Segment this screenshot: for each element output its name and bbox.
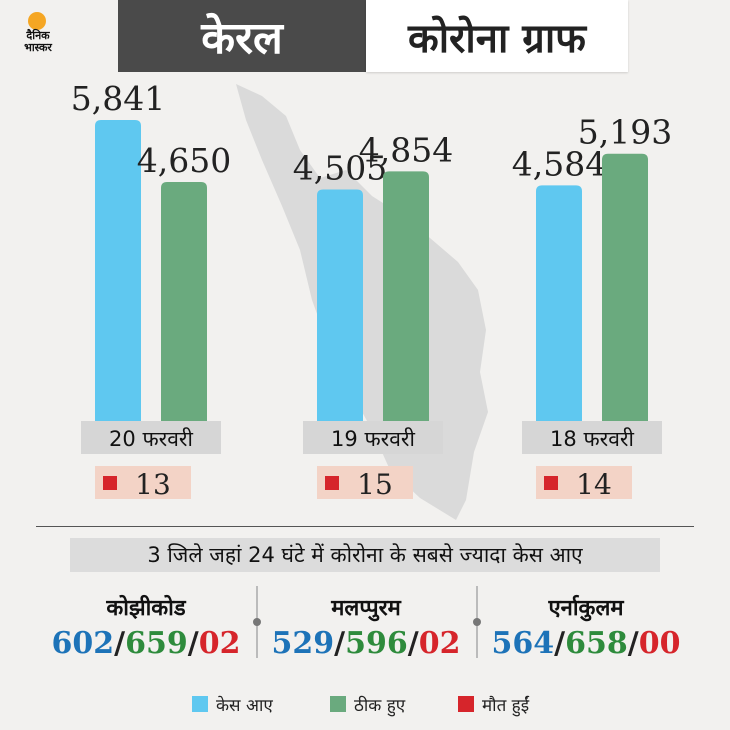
district-cases: 529 xyxy=(271,626,335,661)
separator-dot xyxy=(473,618,481,626)
district-malappuram: मलप्पुरम 529/596/02 xyxy=(256,592,476,661)
district-separator xyxy=(253,586,261,658)
district-deaths: 02 xyxy=(198,626,241,661)
date-box xyxy=(522,421,662,454)
header-state: केरल xyxy=(118,0,366,72)
bar-cases xyxy=(317,189,363,424)
district-deaths: 02 xyxy=(418,626,461,661)
district-cases: 602 xyxy=(51,626,115,661)
section-divider xyxy=(36,526,694,527)
district-recovered: 659 xyxy=(125,626,188,661)
district-name: एर्नाकुलम xyxy=(548,596,624,621)
legend-swatch-deaths xyxy=(458,696,474,712)
district-kozhikode: कोझीकोड 602/659/02 xyxy=(36,592,256,661)
district-recovered: 658 xyxy=(565,626,628,661)
logo-text: दैनिक भास्कर xyxy=(8,30,68,54)
dainik-bhaskar-logo: दैनिक भास्कर xyxy=(8,12,68,62)
value-label: 4,584 xyxy=(512,144,606,183)
value-label: 5,841 xyxy=(71,79,165,118)
bar-recovered xyxy=(383,171,429,424)
district-deaths: 00 xyxy=(638,626,681,661)
date-box xyxy=(303,421,443,454)
legend-deaths: मौत हुईं xyxy=(458,694,530,716)
district-cases: 564 xyxy=(491,626,555,661)
district-separator xyxy=(473,586,481,658)
logo-line-2: भास्कर xyxy=(24,41,52,54)
logo-sun-icon xyxy=(28,12,46,30)
value-label: 4,650 xyxy=(137,141,231,180)
death-icon xyxy=(544,476,558,490)
district-recovered: 596 xyxy=(345,626,408,661)
district-name: कोझीकोड xyxy=(106,596,186,621)
district-stats: 602/659/02 xyxy=(51,626,241,661)
value-label: 4,505 xyxy=(293,149,387,188)
header-title: कोरोना ग्राफ xyxy=(366,0,628,72)
bar-recovered xyxy=(602,153,648,424)
district-stats: 529/596/02 xyxy=(271,626,461,661)
district-name: मलप्पुरम xyxy=(331,596,401,621)
category-label: 19 फरवरी xyxy=(331,427,415,451)
death-value: 14 xyxy=(576,468,612,501)
legend-swatch-cases xyxy=(192,696,208,712)
separator-dot xyxy=(253,618,261,626)
death-icon xyxy=(103,476,117,490)
legend-swatch-recovered xyxy=(330,696,346,712)
legend-label: मौत हुईं xyxy=(482,695,530,716)
legend-label: ठीक हुए xyxy=(354,695,406,716)
value-label: 4,854 xyxy=(359,130,453,169)
category-label: 18 फरवरी xyxy=(550,427,634,451)
logo-line-1: दैनिक xyxy=(26,29,50,42)
category-label: 20 फरवरी xyxy=(109,427,193,451)
legend-label: केस आए xyxy=(216,695,273,716)
date-box xyxy=(81,421,221,454)
district-ernakulam: एर्नाकुलम 564/658/00 xyxy=(476,592,696,661)
districts-title: 3 जिले जहां 24 घंटे में कोरोना के सबसे ज… xyxy=(70,538,660,572)
district-stats: 564/658/00 xyxy=(491,626,681,661)
death-value: 13 xyxy=(135,468,171,501)
value-label: 5,193 xyxy=(578,113,672,152)
legend-cases: केस आए xyxy=(192,694,273,716)
death-icon xyxy=(325,476,339,490)
bar-cases xyxy=(536,185,582,424)
bar-recovered xyxy=(161,181,207,424)
death-value: 15 xyxy=(357,468,393,501)
legend-recovered: ठीक हुए xyxy=(330,694,406,716)
bar-cases xyxy=(95,120,141,424)
